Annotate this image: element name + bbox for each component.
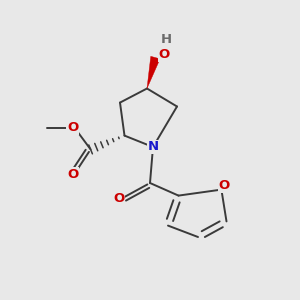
Text: N: N xyxy=(147,140,159,154)
Text: O: O xyxy=(67,167,79,181)
Text: O: O xyxy=(159,48,170,61)
Polygon shape xyxy=(147,56,160,88)
Text: O: O xyxy=(219,178,230,192)
Text: O: O xyxy=(67,121,79,134)
Text: O: O xyxy=(113,192,124,205)
Text: H: H xyxy=(161,33,172,46)
